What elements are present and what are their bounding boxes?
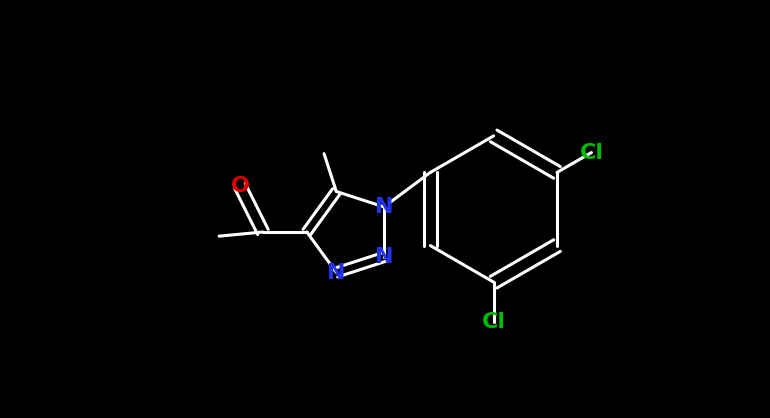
Text: Cl: Cl xyxy=(482,312,506,332)
Text: N: N xyxy=(327,263,346,283)
Text: N: N xyxy=(375,247,393,267)
Text: N: N xyxy=(375,197,393,217)
Text: Cl: Cl xyxy=(579,143,604,163)
Text: O: O xyxy=(230,176,249,196)
